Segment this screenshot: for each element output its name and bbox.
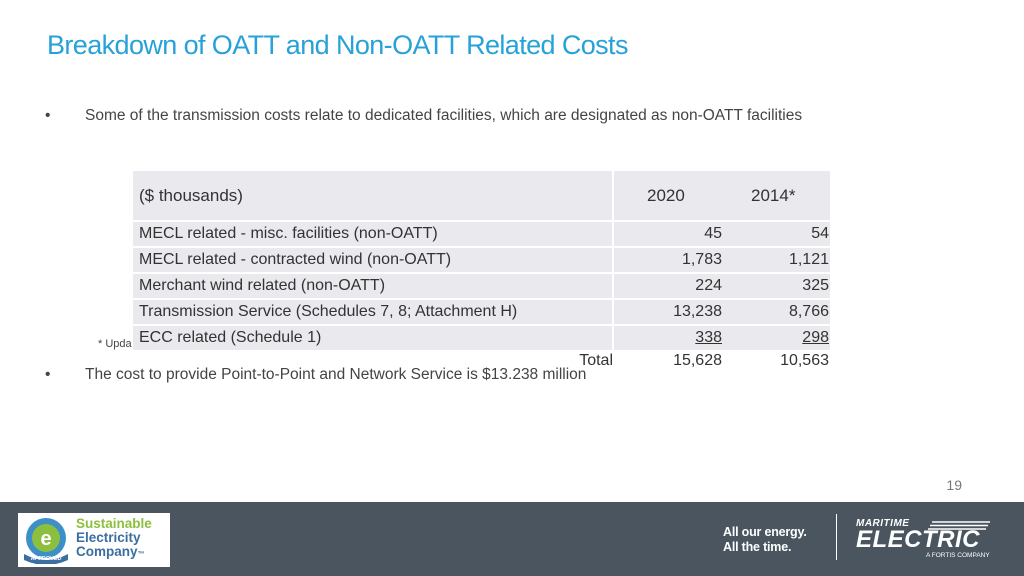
row-label: MECL related - contracted wind (non-OATT… [139, 251, 452, 268]
header-units: ($ thousands) [139, 186, 243, 205]
header-2014: 2014* [751, 186, 796, 205]
svg-text:e: e [40, 528, 51, 550]
row-value-2014: 325 [802, 277, 829, 294]
total-value-2020: 15,628 [673, 352, 722, 369]
sustainable-electricity-logo: e APPROVED Sustainable Electricity Compa… [18, 513, 170, 567]
stripes-icon [928, 521, 990, 530]
row-label: Merchant wind related (non-OATT) [139, 277, 386, 294]
table-row: MECL related - contracted wind (non-OATT… [133, 246, 830, 272]
footnote: * Upda [98, 338, 132, 350]
row-value-2014: 1,121 [788, 251, 829, 268]
total-label: Total [579, 352, 613, 369]
table-row: Merchant wind related (non-OATT) 224 325 [133, 272, 830, 298]
table-total-row: Total 15,628 10,563 [133, 350, 830, 372]
sec-wordmark: Sustainable Electricity Company™ [76, 516, 152, 559]
page-number: 19 [946, 477, 962, 493]
table-header: ($ thousands) 2020 2014* [133, 171, 830, 220]
sec-badge-icon: e APPROVED [24, 518, 68, 564]
slide-title: Breakdown of OATT and Non-OATT Related C… [47, 30, 628, 60]
header-2020: 2020 [647, 186, 685, 205]
row-value-2020: 224 [695, 277, 722, 294]
bullet-symbol: • [45, 366, 51, 383]
tagline: All our energy. All the time. [723, 525, 807, 554]
row-value-2020: 338 [695, 329, 722, 346]
svg-text:APPROVED: APPROVED [31, 556, 62, 562]
row-value-2020: 1,783 [681, 251, 722, 268]
footer-bar: e APPROVED Sustainable Electricity Compa… [0, 502, 1024, 576]
row-value-2020: 45 [704, 225, 722, 242]
row-value-2014: 54 [811, 225, 829, 242]
row-label: MECL related - misc. facilities (non-OAT… [139, 225, 438, 242]
table-row: ECC related (Schedule 1) 338 298 [133, 324, 830, 350]
row-label: Transmission Service (Schedules 7, 8; At… [139, 303, 518, 320]
row-value-2014: 8,766 [788, 303, 829, 320]
maritime-electric-logo: MARITIME ELECTRIC A FORTIS COMPANY [856, 518, 990, 559]
footer-divider [836, 514, 837, 560]
total-value-2014: 10,563 [780, 352, 829, 369]
row-value-2014: 298 [802, 329, 829, 346]
bullet-text: Some of the transmission costs relate to… [85, 107, 803, 124]
row-label: ECC related (Schedule 1) [139, 329, 322, 346]
bullet-text: The cost to provide Point-to-Point and N… [85, 366, 587, 383]
bullet-symbol: • [45, 107, 51, 124]
table-row: Transmission Service (Schedules 7, 8; At… [133, 298, 830, 324]
row-value-2020: 13,238 [673, 303, 722, 320]
table-row: MECL related - misc. facilities (non-OAT… [133, 220, 830, 246]
cost-table: ($ thousands) 2020 2014* MECL related - … [133, 171, 830, 372]
